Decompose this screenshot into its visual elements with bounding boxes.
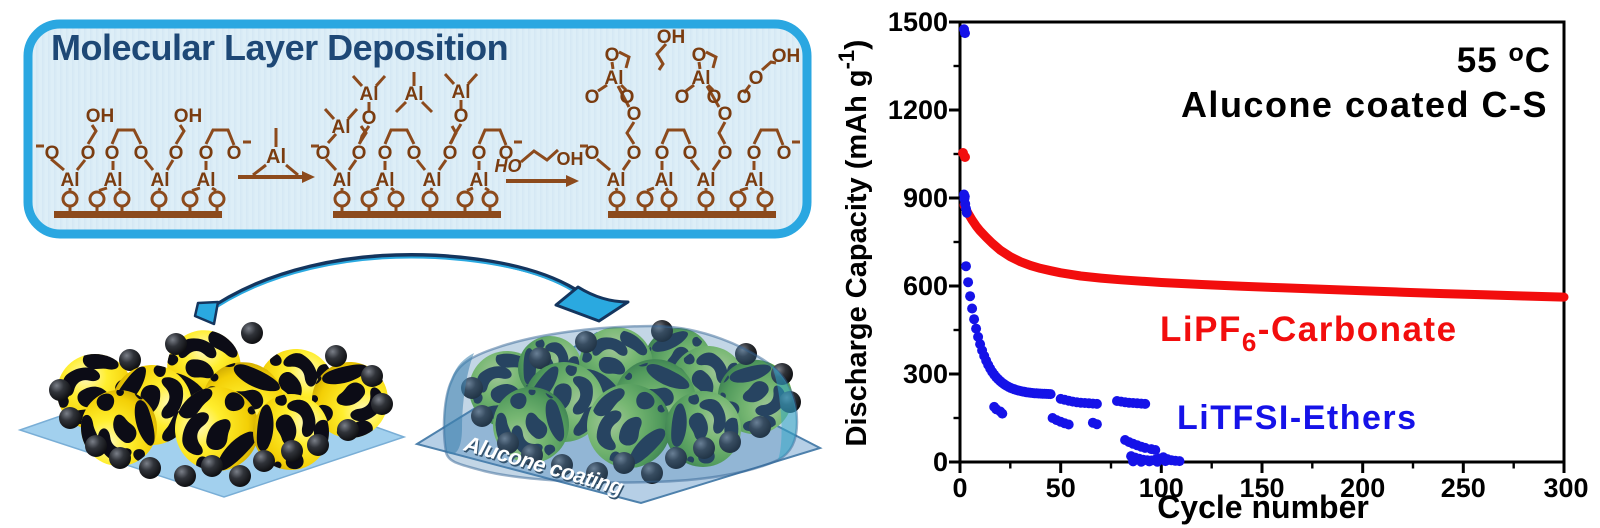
svg-text:O: O — [407, 143, 422, 164]
svg-text:OH: OH — [86, 106, 115, 127]
svg-text:Al: Al — [333, 170, 352, 191]
svg-text:O: O — [692, 45, 707, 66]
svg-text:OH: OH — [174, 106, 203, 127]
svg-text:O: O — [45, 143, 60, 164]
svg-text:Al: Al — [692, 68, 711, 89]
svg-text:900: 900 — [903, 183, 948, 213]
svg-text:OH: OH — [557, 149, 584, 169]
svg-text:O: O — [605, 45, 620, 66]
svg-text:HO: HO — [495, 156, 522, 176]
svg-text:50: 50 — [1046, 473, 1076, 503]
svg-text:300: 300 — [903, 359, 948, 389]
svg-text:O: O — [134, 143, 149, 164]
svg-text:O: O — [627, 143, 642, 164]
svg-text:OH: OH — [772, 46, 801, 67]
svg-text:O: O — [585, 87, 600, 108]
svg-text:200: 200 — [1340, 473, 1385, 503]
svg-text:1500: 1500 — [888, 7, 948, 37]
svg-text:Al: Al — [745, 170, 764, 191]
svg-text:O: O — [675, 87, 690, 108]
svg-text:O: O — [707, 87, 722, 108]
svg-text:O: O — [718, 104, 733, 125]
svg-text:Al: Al — [470, 170, 489, 191]
svg-text:Al: Al — [423, 170, 442, 191]
svg-text:O: O — [316, 143, 331, 164]
svg-text:O: O — [362, 108, 377, 129]
svg-text:Al: Al — [655, 170, 674, 191]
svg-text:O: O — [472, 143, 487, 164]
svg-text:Al: Al — [266, 146, 286, 168]
svg-text:O: O — [352, 143, 367, 164]
svg-text:Al: Al — [452, 82, 471, 103]
svg-text:O: O — [737, 87, 752, 108]
svg-text:O: O — [105, 143, 120, 164]
svg-text:O: O — [443, 143, 458, 164]
svg-text:LiTFSI-Ethers: LiTFSI-Ethers — [1177, 399, 1418, 437]
svg-text:O: O — [655, 143, 670, 164]
svg-text:0: 0 — [933, 447, 948, 477]
svg-text:1200: 1200 — [888, 95, 948, 125]
svg-text:O: O — [777, 143, 792, 164]
svg-text:150: 150 — [1239, 473, 1284, 503]
svg-text:OH: OH — [657, 27, 686, 48]
svg-text:O: O — [81, 143, 96, 164]
svg-text:O: O — [683, 143, 698, 164]
svg-text:Al: Al — [332, 117, 351, 138]
svg-text:Alucone coated C-S: Alucone coated C-S — [1181, 84, 1548, 125]
svg-text:Al: Al — [376, 170, 395, 191]
svg-text:Al: Al — [151, 170, 170, 191]
svg-text:Al: Al — [360, 84, 379, 105]
svg-text:600: 600 — [903, 271, 948, 301]
svg-text:O: O — [747, 143, 762, 164]
svg-text:O: O — [199, 143, 214, 164]
svg-text:O: O — [169, 143, 184, 164]
svg-text:Cycle number: Cycle number — [1157, 489, 1369, 525]
svg-text:Al: Al — [61, 170, 80, 191]
svg-text:Al: Al — [405, 84, 424, 105]
svg-text:O: O — [627, 104, 642, 125]
svg-text:100: 100 — [1139, 473, 1184, 503]
svg-text:O: O — [499, 143, 514, 164]
svg-text:O: O — [585, 143, 600, 164]
svg-text:O: O — [620, 87, 635, 108]
svg-text:Molecular Layer Deposition: Molecular Layer Deposition — [51, 27, 508, 68]
svg-text:300: 300 — [1543, 473, 1588, 503]
svg-text:Al: Al — [607, 170, 626, 191]
svg-text:Al: Al — [197, 170, 216, 191]
svg-text:O: O — [454, 106, 469, 127]
svg-text:O: O — [718, 143, 733, 164]
svg-text:O: O — [227, 143, 242, 164]
svg-text:Al: Al — [104, 170, 123, 191]
svg-text:Al: Al — [605, 68, 624, 89]
svg-text:250: 250 — [1441, 473, 1486, 503]
svg-text:55 oC: 55 oC — [1457, 39, 1551, 80]
svg-text:Al: Al — [697, 170, 716, 191]
svg-text:O: O — [749, 68, 764, 89]
svg-text:O: O — [378, 143, 393, 164]
svg-text:0: 0 — [952, 473, 967, 503]
svg-text:Discharge Capacity (mAh g-1): Discharge Capacity (mAh g-1) — [834, 40, 873, 447]
